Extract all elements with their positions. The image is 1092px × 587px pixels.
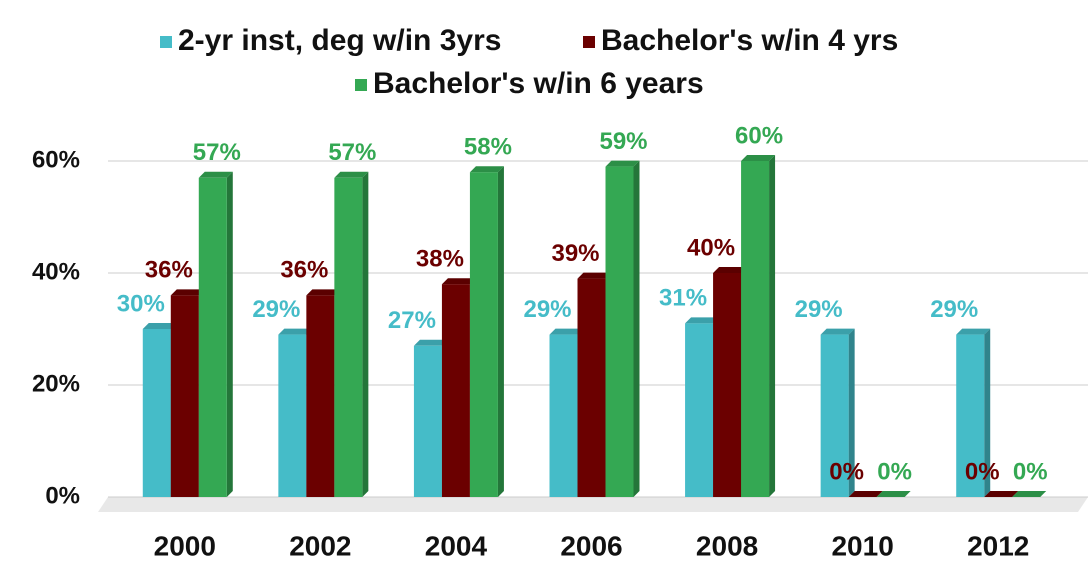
bar-top [306,289,341,296]
x-tick-label: 2002 [289,530,351,561]
bar [278,334,307,497]
legend-label: Bachelor's w/in 4 yrs [601,24,898,57]
x-tick-label: 2004 [425,530,488,561]
data-label: 0% [829,458,864,485]
data-label: 29% [930,296,978,323]
bar-top [1012,491,1047,497]
data-label: 60% [735,122,783,149]
bar-top [713,267,748,273]
bar [820,334,849,497]
data-label: 29% [523,296,571,323]
data-label: 40% [687,234,735,261]
legend-swatch [160,36,172,48]
data-label: 58% [464,134,512,161]
bar-top [876,491,911,497]
data-label: 31% [659,285,707,312]
data-label: 57% [328,139,376,166]
bar-top [685,317,720,324]
y-tick-label: 20% [32,370,80,397]
x-tick-label: 2012 [967,530,1029,561]
bar-side [226,171,233,498]
bar-top [334,171,369,178]
bar-top [278,328,313,335]
data-label: 30% [117,290,165,317]
bar [685,323,714,497]
bar [741,161,770,497]
x-tick-label: 2000 [154,530,216,561]
data-label: 59% [599,128,647,155]
bar-top [984,491,1019,497]
data-label: 0% [965,458,1000,485]
bar-top [170,289,205,296]
bar [713,273,742,497]
bar-side [497,166,504,497]
bar-top [549,328,584,335]
bar-side [984,328,991,497]
y-tick-label: 60% [32,146,80,173]
bar-top [605,160,640,167]
bar-top [441,278,476,285]
x-tick-label: 2008 [696,530,758,561]
legend-label: 2-yr inst, deg w/in 3yrs [178,24,501,57]
bar-side [362,171,369,498]
bar-top [469,166,504,173]
x-tick-label: 2010 [831,530,893,561]
data-label: 27% [388,307,436,334]
legend-label: Bachelor's w/in 6 years [373,67,704,100]
bar [413,345,442,497]
bar-top [741,155,776,161]
bar [956,334,985,497]
data-label: 36% [280,257,328,284]
bar-top [956,328,991,335]
floor [98,497,1088,512]
data-label: 0% [1013,458,1048,485]
bar-side [848,328,855,497]
y-tick-label: 0% [45,482,80,509]
data-label: 36% [145,257,193,284]
bar-side [769,155,776,497]
bar [142,329,171,497]
bar-top [577,272,612,279]
bar-top [820,328,855,335]
data-label: 29% [795,296,843,323]
bar [441,284,470,497]
bar-top [198,171,233,178]
bar [198,177,227,498]
data-label: 29% [252,296,300,323]
x-tick-label: 2006 [560,530,622,561]
legend-swatch [355,79,367,91]
bar [170,295,199,497]
bar-side [633,160,640,497]
bar-top [413,339,448,346]
bar [605,166,634,497]
data-label: 57% [193,139,241,166]
bar-top [848,491,883,497]
legend-swatch [583,36,595,48]
bar-top [142,323,177,329]
bar [549,334,578,497]
bar [306,295,335,497]
data-label: 39% [551,240,599,267]
bar [469,172,498,497]
data-label: 0% [877,458,912,485]
bar [577,278,606,497]
data-label: 38% [416,246,464,273]
y-tick-label: 40% [32,258,80,285]
bar [334,177,363,498]
